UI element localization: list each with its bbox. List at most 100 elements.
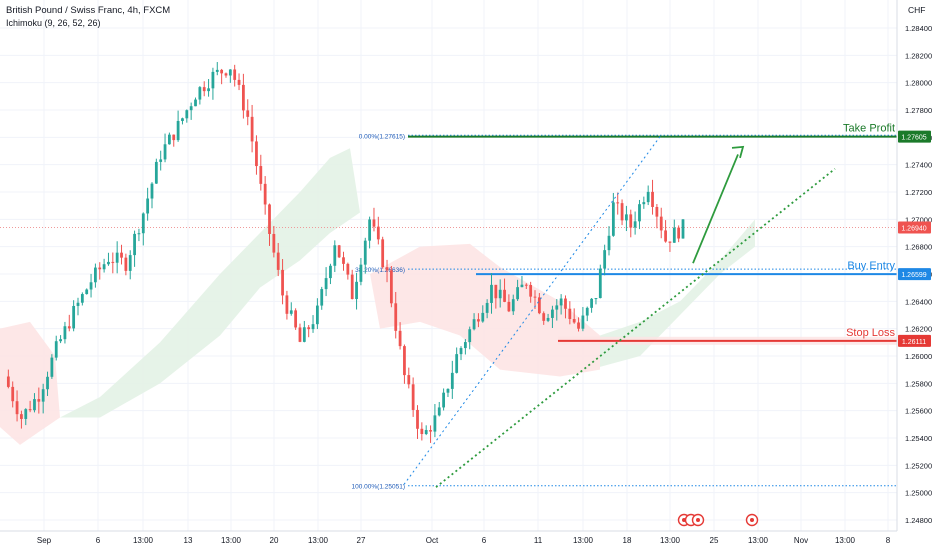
candle-body	[577, 322, 580, 329]
candle-body	[11, 386, 15, 402]
price-tick-label: 1.27400	[905, 161, 932, 170]
time-tick-label: 18	[623, 536, 632, 545]
time-tick-label: 20	[270, 536, 279, 545]
event-markers[interactable]	[677, 513, 759, 527]
target-arrow-line	[692, 154, 739, 264]
buy-entry-price-badge	[898, 268, 931, 281]
price-tick-label: 1.26200	[905, 325, 932, 334]
candle-body	[159, 159, 163, 162]
candle-body	[533, 296, 537, 298]
candle-body	[163, 144, 167, 160]
candle-body	[394, 303, 398, 331]
candle-body	[498, 289, 502, 299]
candle-body	[485, 302, 489, 313]
candle-body	[76, 302, 80, 306]
candle-body	[241, 84, 245, 111]
stop-loss-label: Stop Loss	[846, 327, 895, 339]
candle-body	[455, 354, 459, 373]
chart-title: British Pound / Swiss Franc, 4h, FXCM	[6, 5, 170, 16]
cloud-bull-area	[600, 219, 755, 367]
candle-body	[50, 357, 54, 377]
candle-body	[315, 305, 319, 325]
buy-entry-label: Buy Entry	[847, 260, 895, 272]
candle-body	[133, 233, 136, 256]
event-marker-dot	[696, 518, 700, 522]
candle-body	[655, 206, 659, 217]
candle-body	[594, 298, 598, 300]
candle-body	[542, 313, 546, 321]
candles	[6, 62, 685, 443]
candle-body	[176, 120, 180, 141]
candle-body	[220, 69, 224, 74]
candle-body	[546, 317, 550, 321]
candle-body	[20, 414, 23, 419]
candle-body	[24, 409, 28, 419]
candle-body	[37, 399, 41, 402]
candle-body	[376, 226, 380, 240]
candle-body	[633, 221, 637, 228]
candle-body	[202, 87, 206, 92]
candle-body	[385, 267, 389, 271]
time-tick-label: 13:00	[573, 536, 594, 545]
current-price-badge	[898, 221, 931, 234]
price-tick-label: 1.24800	[905, 516, 932, 525]
candle-body	[494, 284, 498, 299]
candle-body	[490, 284, 493, 303]
candle-body	[620, 203, 624, 221]
candle-body	[115, 252, 119, 263]
price-tick-label: 1.27000	[905, 215, 932, 224]
price-axis[interactable]: 1.284001.282001.280001.278001.276001.274…	[898, 24, 932, 525]
candle-body	[276, 252, 280, 270]
candle-body	[128, 255, 132, 271]
fib-level-label: 0.00%(1.27615)	[359, 133, 405, 140]
candle-body	[298, 327, 302, 342]
candle-body	[168, 134, 171, 145]
price-tick-label: 1.26800	[905, 243, 932, 252]
candle-body	[63, 326, 67, 340]
candle-body	[54, 341, 58, 358]
candle-body	[529, 285, 533, 297]
candle-body	[15, 401, 19, 415]
time-tick-label: 27	[357, 536, 366, 545]
candle-body	[555, 305, 559, 310]
stop-loss-price-text: 1.26111	[902, 339, 926, 346]
time-tick-label: 8	[886, 536, 891, 545]
candle-body	[259, 166, 263, 184]
level-lines: 0.00%(1.27615) 38.20%(1.26636) 100.00%(1.2…	[0, 133, 897, 491]
candle-body	[194, 99, 197, 107]
candle-body	[285, 295, 289, 314]
candle-body	[311, 324, 315, 330]
candle-body	[524, 284, 528, 286]
candle-body	[28, 409, 32, 411]
candle-body	[215, 69, 219, 72]
time-tick-label: 13:00	[221, 536, 242, 545]
time-tick-label: 13:00	[133, 536, 154, 545]
candle-body	[207, 88, 210, 92]
candle-body	[6, 376, 10, 387]
candle-body	[59, 339, 62, 342]
candle-body	[664, 230, 667, 242]
candle-body	[372, 219, 376, 227]
annotations: Take Profit Buy Entry Stop Loss	[403, 123, 895, 488]
candle-body	[237, 79, 241, 85]
candle-body	[72, 305, 76, 329]
time-tick-label: 13	[184, 536, 193, 545]
price-tick-label: 1.28000	[905, 79, 932, 88]
candle-body	[268, 204, 271, 234]
candle-body	[442, 392, 446, 408]
time-axis[interactable]: Sep 6 13:00 13 13:00 20 13:00 27 Oct 6 11 13:00 18 13…	[37, 536, 891, 545]
price-tick-label: 1.25200	[905, 461, 932, 470]
candle-body	[598, 268, 602, 299]
candle-body	[416, 409, 419, 429]
stop-loss-price-badge	[898, 334, 931, 347]
price-tick-label: 1.25000	[905, 489, 932, 498]
candle-body	[568, 308, 572, 320]
candle-body	[681, 219, 685, 239]
time-tick-label: Nov	[794, 536, 808, 545]
candle-body	[46, 376, 49, 390]
candle-body	[581, 315, 585, 329]
candle-body	[446, 388, 450, 393]
price-tick-label: 1.25400	[905, 434, 932, 443]
candle-body	[198, 87, 202, 100]
